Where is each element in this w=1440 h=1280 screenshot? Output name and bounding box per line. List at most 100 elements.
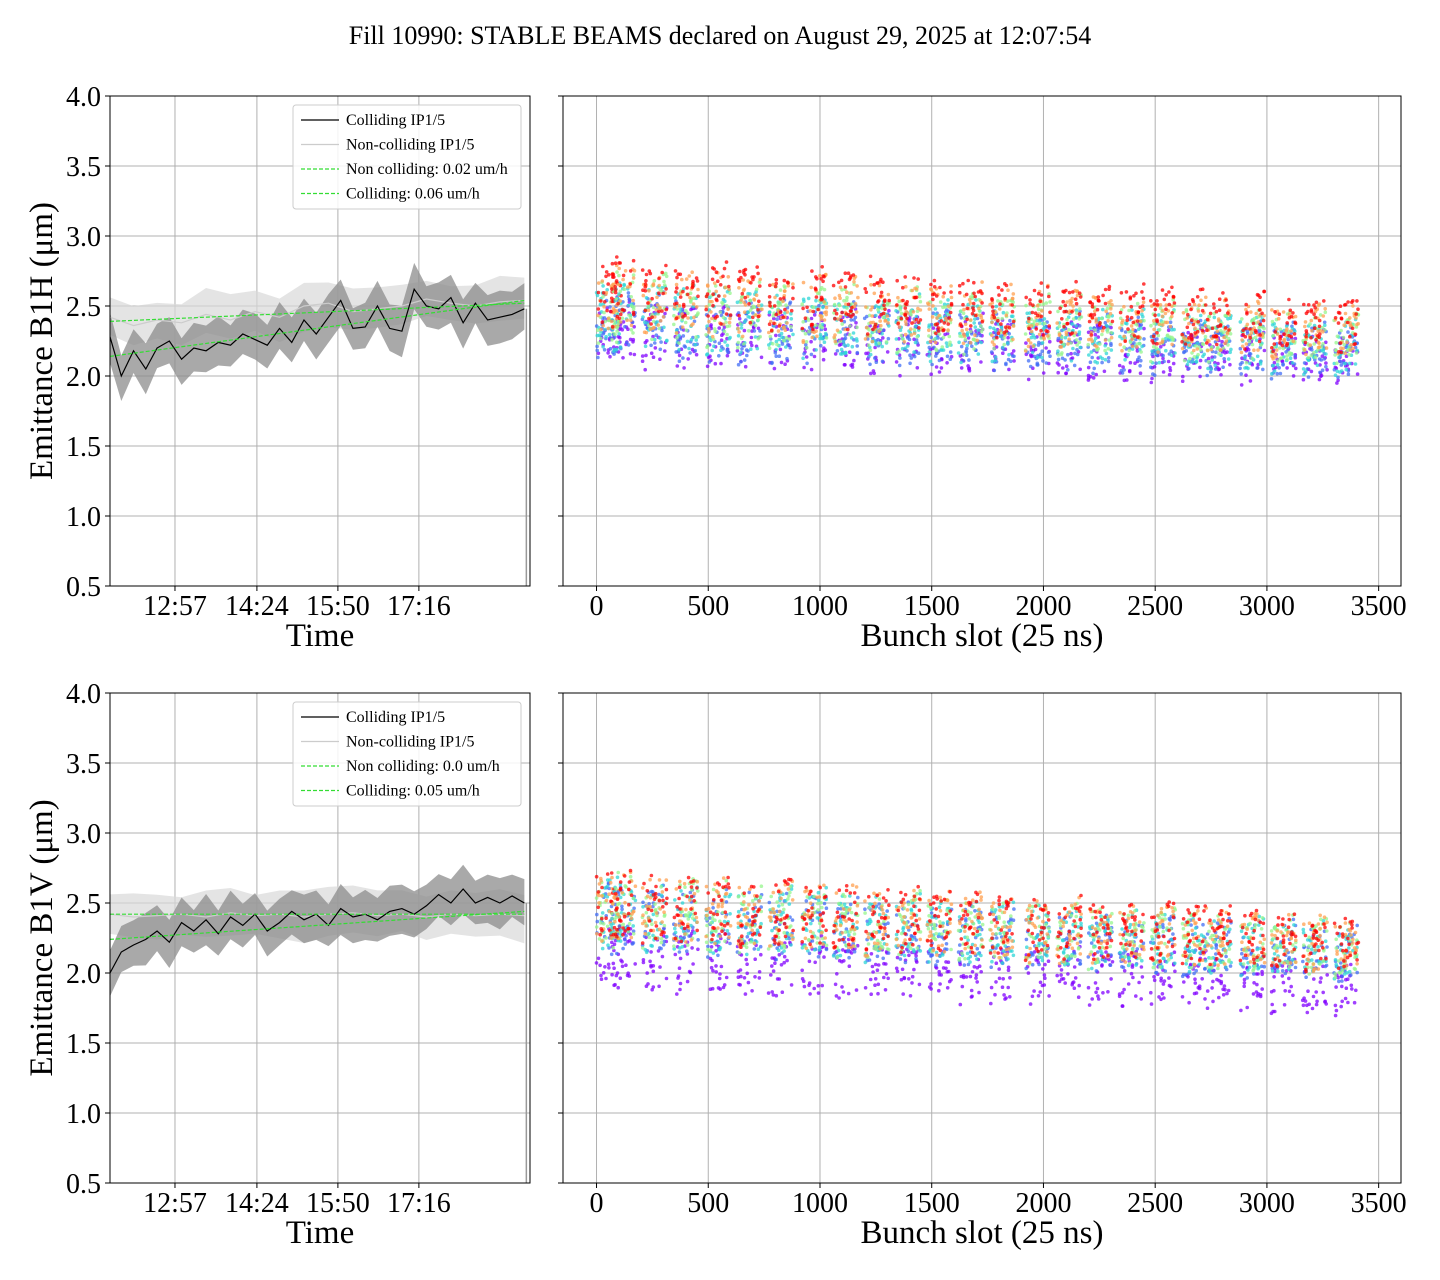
bunch-point (960, 328, 964, 333)
bunch-point (853, 315, 858, 320)
bunch-point (1200, 287, 1205, 292)
bunch-point (726, 350, 730, 355)
legend-label: Colliding IP1/5 (346, 112, 445, 129)
bunch-point (885, 303, 889, 307)
bunch-point (674, 316, 679, 321)
bunch-point (758, 277, 762, 282)
bunch-point (609, 952, 614, 957)
bunch-point (1285, 366, 1289, 370)
bunch-point (1065, 317, 1069, 322)
bunch-point (1062, 309, 1066, 314)
bunch-point (967, 297, 972, 302)
bunch-point (1033, 311, 1038, 316)
bunch-point (1167, 302, 1172, 307)
bunch-point (1063, 335, 1068, 340)
bunch-point (615, 951, 619, 956)
bunch-point (714, 289, 718, 294)
bunch-point (1064, 364, 1069, 369)
bunch-point (1213, 367, 1218, 371)
bunch-point (617, 332, 621, 336)
bunch-point (718, 972, 722, 976)
bunch-point (777, 324, 782, 328)
bunch-point (949, 301, 954, 306)
bunch-point (1226, 311, 1230, 315)
bunch-point (686, 875, 691, 880)
bunch-point (837, 303, 842, 308)
bunch-point (823, 331, 828, 336)
bunch-point (962, 352, 966, 357)
bunch-point (739, 350, 743, 355)
bunch-point (820, 325, 824, 330)
bunch-point (1152, 327, 1156, 332)
bunch-point (915, 334, 920, 339)
bunch-point (778, 310, 783, 315)
bunch-point (720, 901, 725, 906)
bunch-point (1221, 291, 1225, 295)
bunch-point (615, 927, 619, 932)
bunch-point (742, 900, 746, 904)
bunch-point (1155, 319, 1159, 324)
bunch-point (641, 905, 645, 909)
bunch-point (842, 363, 847, 367)
bunch-point (1088, 326, 1093, 331)
bunch-point (873, 322, 878, 327)
bunch-point (688, 291, 693, 296)
bunch-point (1168, 324, 1173, 329)
bunch-point (1038, 299, 1042, 304)
axes-frame (109, 95, 531, 587)
bunch-point (901, 298, 905, 303)
bunch-point (1348, 334, 1352, 339)
bunch-point (1291, 339, 1296, 344)
bunch-point (631, 337, 636, 342)
bunch-point (1219, 343, 1223, 347)
bunch-point (931, 311, 936, 316)
bunch-point (682, 366, 686, 370)
bunch-point (949, 284, 953, 288)
bunch-point (684, 277, 689, 281)
bunch-point (624, 963, 628, 967)
bunch-point (767, 322, 772, 327)
bunch-point (895, 278, 899, 283)
bunch-point (708, 335, 712, 340)
bunch-point (1291, 374, 1296, 378)
bunch-point (814, 295, 819, 299)
bunch-point (912, 327, 917, 332)
bunch-point (927, 345, 932, 350)
bunch-point (874, 342, 878, 347)
bunch-point (613, 919, 617, 924)
bunch-point (774, 333, 778, 338)
bunch-point (653, 346, 658, 350)
bunch-point (914, 314, 919, 319)
bunch-point (627, 887, 631, 892)
bunch-point (677, 966, 682, 970)
bunch-point (818, 941, 822, 945)
bunch-point (614, 908, 618, 912)
bunch-point (604, 976, 608, 981)
bunch-point (1167, 290, 1171, 294)
bunch-point (759, 303, 764, 308)
bunch-point (781, 299, 785, 304)
bunch-point (625, 973, 630, 978)
bunch-point (1171, 337, 1175, 341)
bunch-point (804, 342, 808, 347)
bunch-point (739, 295, 744, 299)
bunch-point (975, 338, 979, 343)
bunch-point (1011, 324, 1016, 328)
bunch-point (930, 362, 934, 367)
bunch-point (747, 302, 751, 306)
bunch-point (801, 297, 806, 302)
bunch-point (741, 342, 746, 346)
bunch-point (727, 894, 731, 899)
bunch-point (617, 273, 621, 278)
bunch-point (641, 288, 645, 293)
bunch-point (849, 318, 853, 322)
bunch-point (1187, 343, 1192, 348)
bunch-point (675, 286, 679, 290)
bunch-point (1154, 361, 1158, 366)
bunch-point (876, 308, 880, 312)
bunch-point (980, 301, 984, 305)
bunch-point (840, 352, 844, 356)
bunch-point (934, 354, 938, 358)
bunch-point (992, 368, 997, 373)
bunch-point (673, 898, 677, 902)
